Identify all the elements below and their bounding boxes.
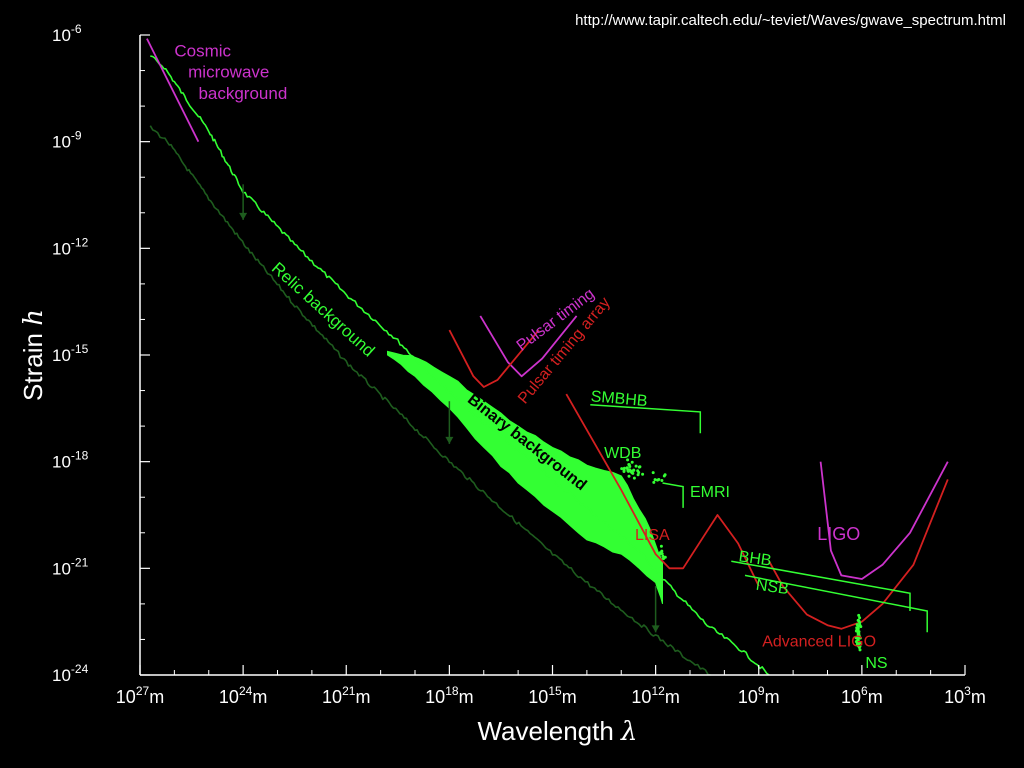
dot-wdb bbox=[632, 468, 636, 472]
x-tick-label: 106m bbox=[841, 684, 883, 707]
bracket-nsb bbox=[744, 574, 928, 633]
dot-emri-dots bbox=[662, 474, 666, 478]
dot-lisa-dots bbox=[660, 549, 664, 553]
series-relic-lower bbox=[149, 125, 711, 676]
series-pulsar-timing bbox=[479, 315, 578, 378]
lines-layer bbox=[146, 38, 949, 676]
dot-ns-dots bbox=[858, 648, 862, 652]
dot-ns-dots bbox=[858, 644, 862, 648]
dot-emri-dots bbox=[651, 471, 655, 475]
arrow-head-1 bbox=[445, 436, 454, 444]
dot-emri-dots bbox=[652, 480, 656, 484]
dot-emri-dots bbox=[653, 478, 657, 482]
axes-layer: 1027m 1024m 1021m 1018m 1015m 1012m 109m 106m 10… bbox=[18, 22, 986, 747]
dot-lisa-dots bbox=[661, 554, 665, 558]
series-advanced-ligo bbox=[768, 479, 949, 630]
series-relic-upper bbox=[150, 55, 770, 676]
dot-wdb bbox=[636, 473, 640, 477]
fill-layer bbox=[387, 350, 663, 605]
y-tick-label: 10-18 bbox=[52, 449, 89, 472]
dot-lisa-dots bbox=[659, 544, 663, 548]
dots-layer bbox=[620, 458, 863, 652]
binary-background-band bbox=[387, 350, 663, 605]
x-tick-label: 1021m bbox=[322, 684, 370, 707]
dot-wdb bbox=[641, 472, 645, 476]
bracket-bhb bbox=[731, 560, 911, 611]
dot-wdb bbox=[638, 465, 642, 469]
dot-lisa-dots bbox=[658, 552, 661, 556]
annotation-cosmic: Cosmic bbox=[174, 41, 231, 60]
x-tick-label: 1027m bbox=[116, 684, 164, 707]
annotation-wdb: WDB bbox=[604, 445, 641, 462]
dot-wdb bbox=[620, 467, 624, 471]
arrow-head-2 bbox=[651, 625, 660, 633]
series-ligo bbox=[819, 461, 949, 580]
annotation-ligo: LIGO bbox=[817, 524, 860, 544]
dot-ns-dots bbox=[856, 630, 860, 634]
dot-wdb bbox=[622, 468, 626, 472]
dot-emri-dots bbox=[656, 478, 659, 482]
arrow-head-0 bbox=[239, 212, 248, 220]
dot-wdb bbox=[632, 476, 636, 480]
dot-ns-dots bbox=[856, 636, 860, 640]
dot-ns-dots bbox=[854, 636, 858, 640]
bracket-smbhb bbox=[590, 404, 702, 434]
x-tick-label: 1018m bbox=[425, 684, 473, 707]
dot-ns-dots bbox=[858, 616, 862, 620]
series-cmb bbox=[146, 38, 200, 143]
x-axis-title: Wavelength λ bbox=[477, 716, 637, 747]
dot-ns-dots bbox=[857, 613, 861, 617]
dot-wdb bbox=[630, 460, 634, 464]
dot-wdb bbox=[634, 464, 638, 468]
dot-ns-dots bbox=[856, 618, 860, 622]
x-tick-label: 1012m bbox=[631, 684, 679, 707]
y-axis-title: Strain h bbox=[18, 309, 49, 401]
y-tick-label: 10-6 bbox=[52, 22, 82, 45]
dot-wdb bbox=[627, 474, 631, 478]
annotation-smbhb: SMBHB bbox=[590, 388, 648, 410]
dot-wdb bbox=[629, 469, 633, 473]
x-tick-label: 1015m bbox=[528, 684, 576, 707]
annotation-bhb: BHB bbox=[738, 548, 773, 569]
dot-emri-dots bbox=[660, 479, 664, 482]
dot-lisa-dots bbox=[662, 557, 665, 561]
dot-wdb bbox=[636, 469, 640, 473]
annotation-emri: EMRI bbox=[690, 484, 730, 501]
dot-ns-dots bbox=[856, 639, 860, 643]
y-tick-label: 10-15 bbox=[52, 342, 89, 365]
annotation-background: background bbox=[198, 84, 287, 103]
series-lisa bbox=[565, 393, 760, 587]
y-tick-label: 10-12 bbox=[52, 235, 89, 258]
series-pulsar-timing-array bbox=[448, 329, 540, 388]
dot-wdb bbox=[626, 469, 630, 473]
dot-wdb bbox=[631, 471, 635, 475]
annotation-microwave: microwave bbox=[188, 63, 269, 82]
annotation-nsb: NSB bbox=[755, 577, 790, 598]
annotation-ns: NS bbox=[865, 655, 887, 672]
source-url[interactable]: http://www.tapir.caltech.edu/~teviet/Wav… bbox=[575, 12, 1006, 29]
y-tick-label: 10-24 bbox=[52, 662, 89, 685]
y-tick-label: 10-9 bbox=[52, 129, 82, 152]
bracket-emri bbox=[662, 482, 684, 508]
annotation-advanced-ligo: Advanced LIGO bbox=[762, 634, 876, 651]
x-tick-label: 109m bbox=[738, 684, 780, 707]
y-tick-label: 10-21 bbox=[52, 555, 89, 578]
dot-ns-dots bbox=[856, 624, 860, 628]
dot-wdb bbox=[626, 458, 630, 462]
x-tick-label: 103m bbox=[944, 684, 986, 707]
dot-ns-dots bbox=[857, 633, 861, 637]
dot-wdb bbox=[628, 465, 632, 468]
x-tick-label: 1024m bbox=[219, 684, 267, 707]
annotation-lisa: LISA bbox=[635, 527, 670, 544]
